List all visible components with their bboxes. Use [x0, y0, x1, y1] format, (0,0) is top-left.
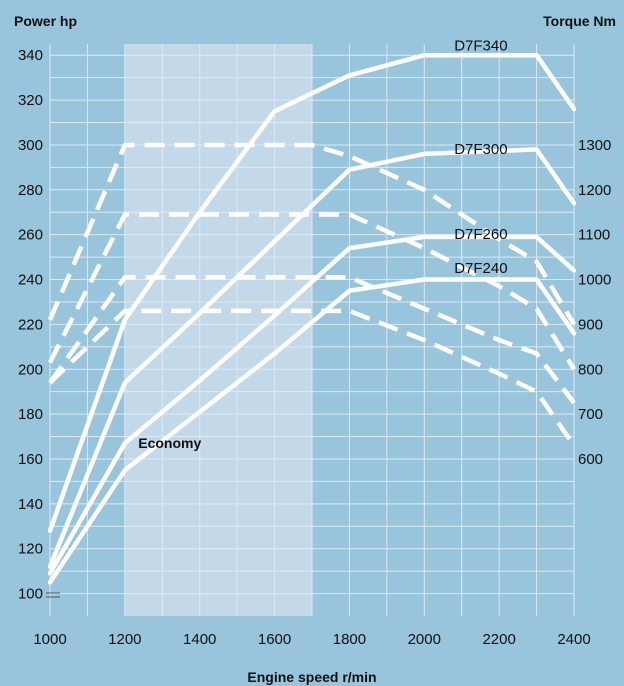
x-tick-label: 1600: [258, 631, 291, 648]
x-tick-label: 1000: [33, 631, 66, 648]
y-tick-label-right: 1300: [578, 137, 611, 154]
axis-break-icon: [46, 592, 60, 598]
y-tick-label-left: 220: [18, 316, 43, 333]
x-tick-label: 2000: [408, 631, 441, 648]
economy-band: [124, 44, 312, 616]
y-tick-label-left: 180: [18, 406, 43, 423]
y-tick-label-right: 600: [578, 451, 603, 468]
grid-lines: [49, 44, 575, 616]
y-tick-label-left: 280: [18, 182, 43, 199]
y-tick-label-right: 1100: [578, 227, 610, 244]
torque-line-d7f340: [47, 142, 576, 326]
y-tick-label-left: 260: [18, 227, 43, 244]
torque-line-d7f300: [47, 212, 576, 371]
power-line-d7f260: [47, 234, 577, 576]
x-tick-label: 1200: [108, 631, 141, 648]
y-axis-right-title: Torque Nm: [543, 13, 616, 29]
y-tick-label-right: 900: [578, 316, 603, 333]
x-axis-title: Engine speed r/min: [247, 669, 376, 685]
series-label-d7f300: D7F300: [454, 141, 507, 158]
y-tick-label-right: 800: [578, 361, 603, 378]
economy-label: Economy: [138, 435, 201, 451]
y-tick-label-left: 200: [18, 361, 43, 378]
y-tick-label-left: 140: [18, 496, 43, 513]
x-tick-label: 2400: [557, 631, 590, 648]
series-label-d7f260: D7F260: [454, 226, 507, 243]
x-tick-label: 1400: [183, 631, 216, 648]
x-tick-label: 1800: [333, 631, 366, 648]
ticks-layer: 1000 1200 1400 1600 1800 2000 2200 2400 100 120 14…: [18, 47, 611, 648]
y-tick-label-left: 160: [18, 451, 43, 468]
series-layer: [47, 52, 577, 585]
y-tick-label-left: 120: [18, 541, 43, 558]
y-tick-label-left: 340: [18, 47, 43, 64]
y-tick-label-left: 100: [18, 586, 43, 603]
y-tick-label-left: 320: [18, 92, 43, 109]
torque-line-d7f260: [48, 275, 576, 405]
power-line-d7f300: [47, 147, 577, 569]
y-axis-left-title: Power hp: [14, 13, 77, 29]
y-tick-label-left: 300: [18, 137, 43, 154]
series-label-d7f240: D7F240: [454, 260, 507, 277]
y-tick-label-right: 700: [578, 406, 603, 423]
y-tick-label-right: 1200: [578, 182, 611, 199]
torque-line-d7f240: [48, 308, 576, 447]
labels-layer: D7F340 D7F300 D7F260 D7F240: [454, 38, 507, 277]
power-line-d7f240: [47, 277, 577, 585]
x-tick-label: 2200: [482, 631, 515, 648]
series-label-d7f340: D7F340: [454, 38, 507, 55]
y-tick-label-left: 240: [18, 272, 43, 289]
y-tick-label-right: 1000: [578, 272, 611, 289]
power-line-d7f340: [47, 52, 577, 534]
